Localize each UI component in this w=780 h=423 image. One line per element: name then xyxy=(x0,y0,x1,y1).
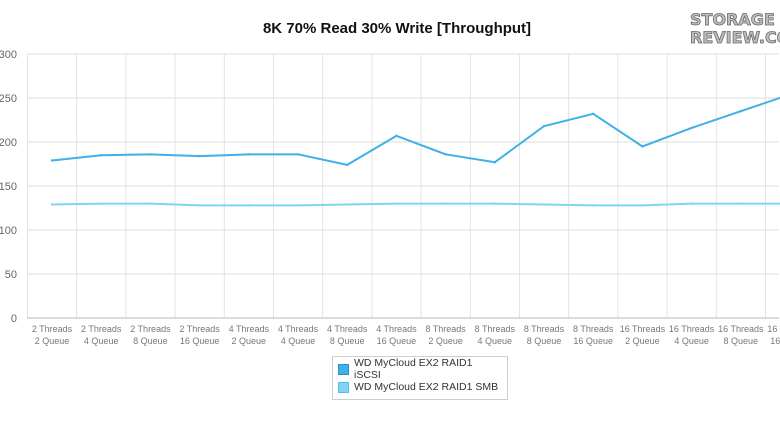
x-tick-label-queue: 8 Queue xyxy=(724,336,759,346)
x-tick-label-threads: 8 Threads xyxy=(524,324,565,334)
data-point xyxy=(444,202,447,205)
x-tick-label-queue: 4 Queue xyxy=(84,336,119,346)
y-axis: 0 50 100 150 200 250 300 xyxy=(0,49,17,325)
data-point xyxy=(739,110,742,113)
x-tick-label-queue: 4 Queue xyxy=(478,336,513,346)
x-tick-label-threads: 2 Threads xyxy=(81,324,122,334)
data-point xyxy=(50,159,54,162)
x-tick-label-threads: 2 Threads xyxy=(130,324,171,334)
x-tick-label-threads: 16 Threads xyxy=(620,324,666,334)
x-tick-label-threads: 16 Threads xyxy=(718,324,764,334)
data-point xyxy=(542,124,546,128)
legend-label-smb: WD MyCloud EX2 RAID1 SMB xyxy=(354,381,499,393)
data-point xyxy=(296,153,300,156)
y-tick-label: 50 xyxy=(5,269,17,281)
data-point xyxy=(395,134,398,138)
legend-swatch-iscsi xyxy=(338,363,349,375)
x-tick-label-queue: 2 Queue xyxy=(428,336,463,346)
x-tick-label-threads: 4 Threads xyxy=(278,324,319,334)
series-line-smb xyxy=(51,202,780,207)
x-tick-label-threads: 4 Threads xyxy=(376,324,417,334)
logo-text-line-2: REVIEW.COM xyxy=(690,28,780,47)
data-point xyxy=(641,204,644,207)
legend-item-iscsi: WD MyCloud EX2 RAID1 iSCSI xyxy=(338,357,502,381)
data-point xyxy=(690,202,693,205)
data-point xyxy=(198,154,201,158)
chart-title: 8K 70% Read 30% Write [Throughput] xyxy=(263,20,531,37)
series-lines xyxy=(50,96,780,207)
data-point xyxy=(149,202,152,205)
data-point xyxy=(739,202,742,205)
x-tick-label-threads: 4 Threads xyxy=(229,324,270,334)
legend-swatch-smb xyxy=(338,381,349,393)
data-point xyxy=(444,153,447,156)
data-point xyxy=(493,202,496,205)
data-point xyxy=(296,204,300,207)
data-point xyxy=(198,204,201,207)
legend-label-iscsi: WD MyCloud EX2 RAID1 iSCSI xyxy=(353,357,473,381)
x-tick-label-queue: 4 Queue xyxy=(281,336,316,346)
grid-lines xyxy=(27,53,779,319)
legend-item-smb: WD MyCloud EX2 RAID1 SMB xyxy=(338,378,502,396)
storagereview-logo: STORAGE REVIEW.COM xyxy=(690,10,780,48)
data-point xyxy=(542,203,546,206)
data-point xyxy=(247,204,250,207)
x-tick-label-threads: 8 Threads xyxy=(573,324,614,334)
x-tick-label-threads: 4 Threads xyxy=(327,324,368,334)
y-tick-label: 0 xyxy=(11,313,17,325)
x-tick-label-queue: 8 Queue xyxy=(527,336,562,346)
x-tick-label-threads: 16 Threads xyxy=(767,324,780,334)
x-tick-label-queue: 16 Queue xyxy=(377,336,417,346)
data-point xyxy=(493,161,496,164)
data-point xyxy=(690,126,693,130)
data-point xyxy=(100,154,103,157)
data-point xyxy=(346,203,349,206)
data-point xyxy=(592,204,595,207)
data-point xyxy=(641,145,644,148)
data-point xyxy=(592,112,595,116)
data-point xyxy=(395,202,398,205)
legend: WD MyCloud EX2 RAID1 iSCSI WD MyCloud EX… xyxy=(332,356,508,400)
x-tick-label-queue: 16 Queue xyxy=(573,336,613,346)
x-tick-label-threads: 2 Threads xyxy=(32,324,73,334)
x-tick-label-queue: 16 Queue xyxy=(180,336,220,346)
x-tick-label-queue: 8 Queue xyxy=(330,336,365,346)
x-tick-label-queue: 16 Queue xyxy=(770,336,780,346)
x-tick-label-threads: 2 Threads xyxy=(179,324,220,334)
x-tick-label-queue: 2 Queue xyxy=(625,336,660,346)
y-tick-label: 300 xyxy=(0,49,17,61)
x-tick-label-threads: 8 Threads xyxy=(425,324,466,334)
x-tick-label-queue: 8 Queue xyxy=(133,336,168,346)
data-point xyxy=(247,153,250,156)
x-tick-label-queue: 2 Queue xyxy=(232,336,267,346)
y-tick-label: 100 xyxy=(0,225,17,237)
x-tick-label-queue: 2 Queue xyxy=(35,336,70,346)
y-tick-label: 250 xyxy=(0,93,17,105)
y-tick-label: 150 xyxy=(0,181,17,193)
y-tick-label: 200 xyxy=(0,137,17,149)
x-tick-label-threads: 16 Threads xyxy=(669,324,715,334)
x-tick-label-queue: 4 Queue xyxy=(674,336,709,346)
data-point xyxy=(50,203,54,206)
logo-text-line-1: STORAGE xyxy=(690,10,775,29)
series-line-iscsi xyxy=(51,96,780,166)
x-axis: 2 Threads 2 Queue 2 Threads 4 Queue 2 Thread… xyxy=(27,317,780,346)
x-tick-label-threads: 8 Threads xyxy=(475,324,516,334)
data-point xyxy=(100,202,103,205)
data-point xyxy=(149,153,152,156)
data-point xyxy=(346,163,349,167)
